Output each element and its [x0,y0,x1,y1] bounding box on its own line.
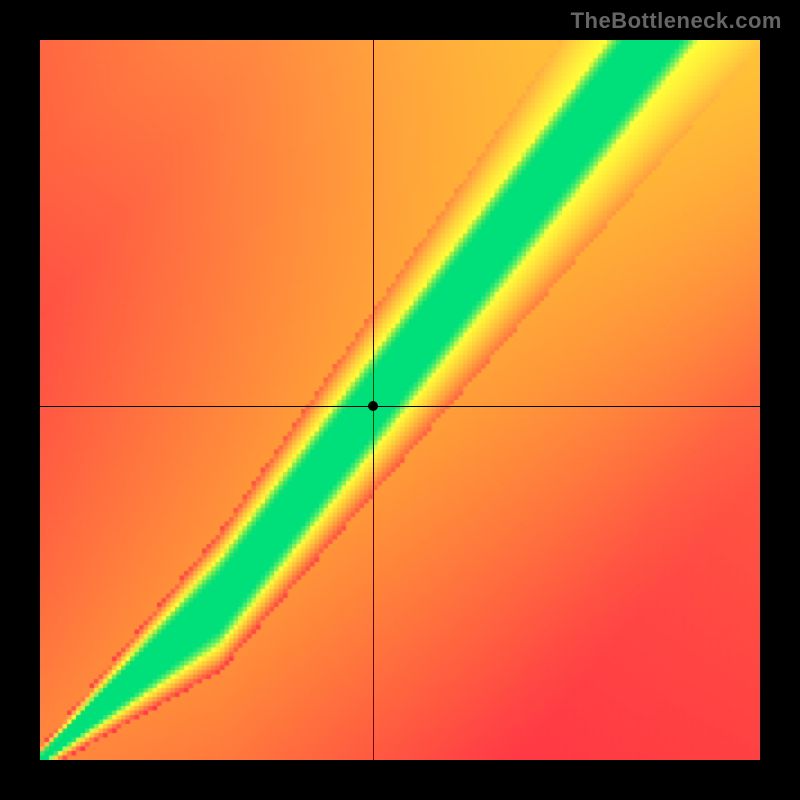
crosshair-horizontal [40,406,760,407]
crosshair-dot [368,401,378,411]
heatmap-canvas [40,40,760,760]
plot-area [40,40,760,760]
watermark-text: TheBottleneck.com [571,8,782,34]
chart-outer: TheBottleneck.com [0,0,800,800]
